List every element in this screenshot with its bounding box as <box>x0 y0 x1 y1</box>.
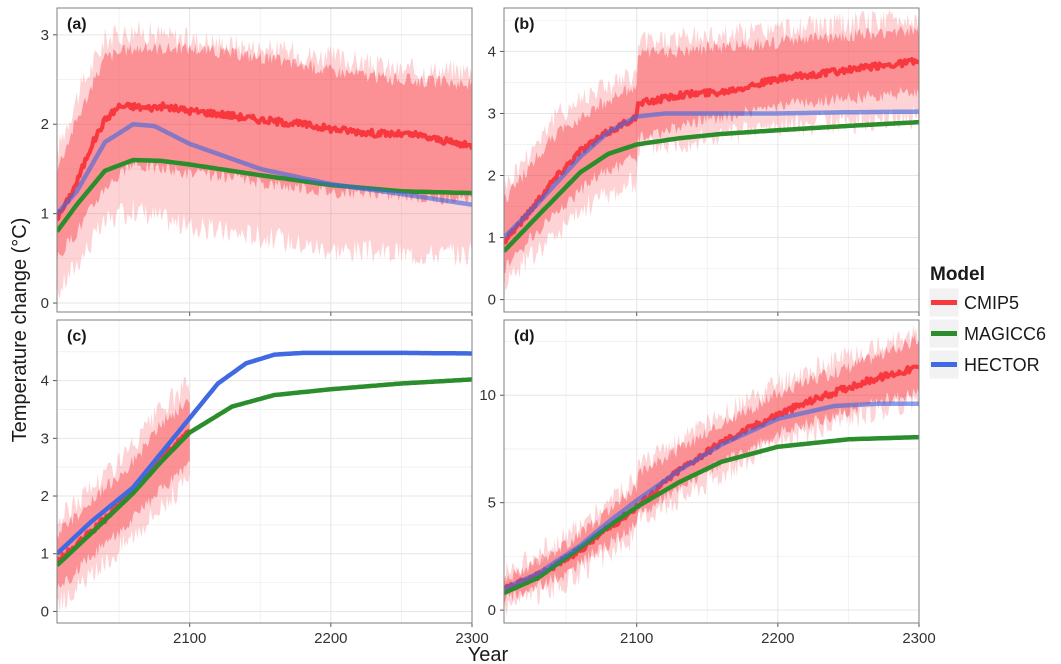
y-tick-label: 0 <box>488 292 496 309</box>
y-axis-title: Temperature change (°C) <box>9 218 31 443</box>
y-tick-label: 3 <box>41 27 49 44</box>
x-tick-label: 2200 <box>314 630 347 647</box>
x-tick-label: 2100 <box>620 630 653 647</box>
series-line-hector <box>504 109 919 240</box>
y-tick-label: 2 <box>488 168 496 185</box>
panel-label: (a) <box>67 16 87 33</box>
plot-content <box>504 324 919 617</box>
panel-b: 0 1 2 3 4 (b) <box>488 7 920 316</box>
y-tick-label: 4 <box>41 373 49 390</box>
legend-item-magicc6: MAGICC6 <box>928 318 1046 349</box>
legend-item-cmip5: CMIP5 <box>928 287 1019 318</box>
y-tick-label: 0 <box>41 295 49 312</box>
y-tick-label: 1 <box>41 546 49 563</box>
plot-content <box>504 9 919 291</box>
cmip5-range-band <box>57 20 472 299</box>
plot-content <box>57 20 472 299</box>
cmip5-range-band <box>504 9 919 291</box>
legend-label: CMIP5 <box>964 293 1019 313</box>
y-tick-label: 1 <box>488 230 496 247</box>
cmip5-range-band <box>504 24 919 274</box>
legend: Model CMIP5 MAGICC6 HECTOR <box>928 264 1046 380</box>
panel-label: (c) <box>67 328 87 345</box>
panel-c: 2100 2200 2300 0 1 2 3 4 (c) <box>41 319 489 647</box>
series-line-hector <box>57 350 472 556</box>
plot-area <box>504 320 919 623</box>
series-line-magicc6 <box>57 157 472 233</box>
y-tick-label: 5 <box>488 495 496 512</box>
y-tick-label: 0 <box>488 602 496 619</box>
legend-title: Model <box>930 264 985 285</box>
plot-area <box>57 320 472 623</box>
y-tick-label: 2 <box>41 116 49 133</box>
x-axis-title: Year <box>468 644 509 664</box>
panel-label: (b) <box>514 16 534 33</box>
y-tick-label: 3 <box>41 430 49 447</box>
panel-label: (d) <box>514 328 534 345</box>
x-tick-label: 2200 <box>761 630 794 647</box>
panel-border <box>503 7 920 313</box>
panel-a: 0 1 2 3 (a) <box>41 7 473 316</box>
series-line-cmip5 <box>57 101 472 222</box>
x-tick-label: 2300 <box>455 630 488 647</box>
x-tick-label: 2100 <box>173 630 206 647</box>
plot-area <box>57 8 472 312</box>
series-line-hector <box>57 121 472 216</box>
panel-d: 2100 2200 2300 0 5 10 (d) <box>479 319 936 647</box>
cmip5-range-band <box>57 41 472 262</box>
series-line-hector <box>504 401 919 591</box>
y-tick-label: 4 <box>488 43 496 60</box>
panel-border <box>56 319 473 624</box>
legend-items: CMIP5 MAGICC6 HECTOR <box>928 287 1046 380</box>
y-tick-label: 0 <box>41 603 49 620</box>
series-line-magicc6 <box>57 377 472 567</box>
y-tick-label: 10 <box>479 387 496 404</box>
legend-label: HECTOR <box>964 355 1040 375</box>
series-line-magicc6 <box>504 119 919 253</box>
series-line-cmip5 <box>57 428 192 565</box>
y-tick-label: 3 <box>488 105 496 122</box>
y-tick-label: 1 <box>41 206 49 223</box>
panel-border <box>503 319 920 624</box>
plot-content <box>57 350 472 614</box>
x-tick-label: 2300 <box>902 630 935 647</box>
legend-label: MAGICC6 <box>964 324 1046 344</box>
y-tick-label: 2 <box>41 488 49 505</box>
panel-border <box>56 7 473 313</box>
legend-item-hector: HECTOR <box>928 349 1040 380</box>
